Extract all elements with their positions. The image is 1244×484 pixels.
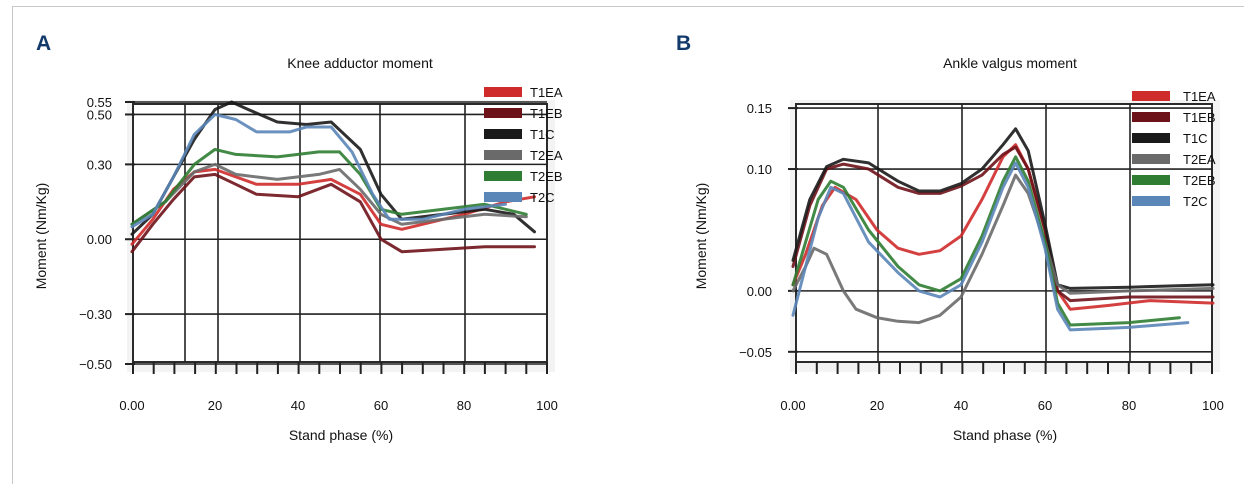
x-axis-label: Stand phase (%) — [289, 427, 393, 443]
series-line-t2c — [130, 113, 507, 229]
series-line-t1eb — [791, 145, 1215, 303]
panel-label: A — [36, 32, 51, 55]
legend-swatch-t1c — [1132, 133, 1170, 143]
legend: T1EA T1EB T1C T2EA T2EB T2C — [1132, 89, 1216, 209]
legend-swatch-t1ea — [484, 87, 522, 97]
y-tick-label: −0.30 — [79, 307, 112, 322]
x-tick-label: 80 — [1122, 398, 1136, 413]
series-line-t2eb — [130, 147, 528, 226]
x-tick-label: 60 — [1038, 398, 1052, 413]
legend-label-t1eb: T1EB — [1183, 110, 1216, 125]
legend-label-t1ea: T1EA — [1183, 89, 1216, 104]
y-tick-label: 0.00 — [747, 284, 772, 299]
legend-label-t1c: T1C — [530, 127, 555, 142]
legend-swatch-t1c — [484, 129, 522, 139]
legend-swatch-t2eb — [1132, 175, 1170, 185]
legend-label-t2c: T2C — [1183, 194, 1208, 209]
gridlines — [125, 101, 548, 374]
y-tick-label: 0.10 — [747, 162, 772, 177]
chart-panel-a: A Knee adductor moment 0.550.50 0.30 0.00 −0.… — [33, 32, 563, 443]
legend-swatch-t2ea — [484, 150, 522, 160]
legend-swatch-t1eb — [1132, 112, 1170, 122]
legend-swatch-t2ea — [1132, 154, 1170, 164]
x-tick-label: 40 — [291, 398, 305, 413]
legend-label-t2eb: T2EB — [530, 169, 563, 184]
plot-area — [132, 103, 548, 363]
x-tick-label: 0.00 — [119, 398, 144, 413]
series-line-t2c — [791, 161, 1190, 332]
chart-title: Knee adductor moment — [287, 55, 433, 71]
x-tick-label: 60 — [374, 398, 388, 413]
x-tick-label: 100 — [536, 398, 558, 413]
chart-title: Ankle valgus moment — [943, 55, 1077, 71]
y-tick-label: 0.50 — [87, 107, 112, 122]
legend-label-t2c: T2C — [530, 190, 555, 205]
x-tick-label: 80 — [457, 398, 471, 413]
series-line-t1ea — [791, 143, 1215, 311]
y-tick-label: −0.50 — [79, 357, 112, 372]
legend-swatch-t1ea — [1132, 91, 1170, 101]
x-tick-label: 40 — [954, 398, 968, 413]
series-line-t2ea — [130, 162, 528, 226]
legend-swatch-t2eb — [484, 171, 522, 181]
legend-swatch-t2c — [484, 192, 522, 202]
series-line-t1eb — [130, 172, 536, 254]
x-tick-label: 100 — [1202, 398, 1224, 413]
legend-label-t2ea: T2EA — [530, 148, 563, 163]
y-tick-label: 0.30 — [87, 157, 112, 172]
legend-label-t1c: T1C — [1183, 131, 1208, 146]
y-tick-label: 0.15 — [747, 101, 772, 116]
panel-label: B — [676, 32, 691, 55]
legend-swatch-t1eb — [484, 108, 522, 118]
chart-panel-b: B Ankle valgus moment 0.15 0.10 0.00 −0.05 0.0… — [676, 32, 1224, 443]
series-line-t2ea — [791, 173, 1215, 325]
legend-swatch-t2c — [1132, 196, 1170, 206]
y-tick-label: −0.05 — [739, 345, 772, 360]
y-axis-label: Moment (Nm/Kg) — [33, 183, 49, 290]
x-tick-label: 20 — [870, 398, 884, 413]
x-tick-label: 20 — [208, 398, 222, 413]
x-axis-label: Stand phase (%) — [953, 427, 1057, 443]
legend-label-t2ea: T2EA — [1183, 152, 1216, 167]
y-tick-label: 0.00 — [87, 232, 112, 247]
y-tick-label: 0.55 — [87, 95, 112, 110]
legend-label-t1eb: T1EB — [530, 106, 563, 121]
figure-frame — [12, 6, 1244, 484]
x-tick-label: 0.00 — [780, 398, 805, 413]
legend-label-t2eb: T2EB — [1183, 173, 1216, 188]
legend-label-t1ea: T1EA — [530, 85, 563, 100]
y-axis-label: Moment (Nm/Kg) — [693, 183, 709, 290]
legend: T1EA T1EB T1C T2EA T2EB T2C — [484, 85, 563, 205]
